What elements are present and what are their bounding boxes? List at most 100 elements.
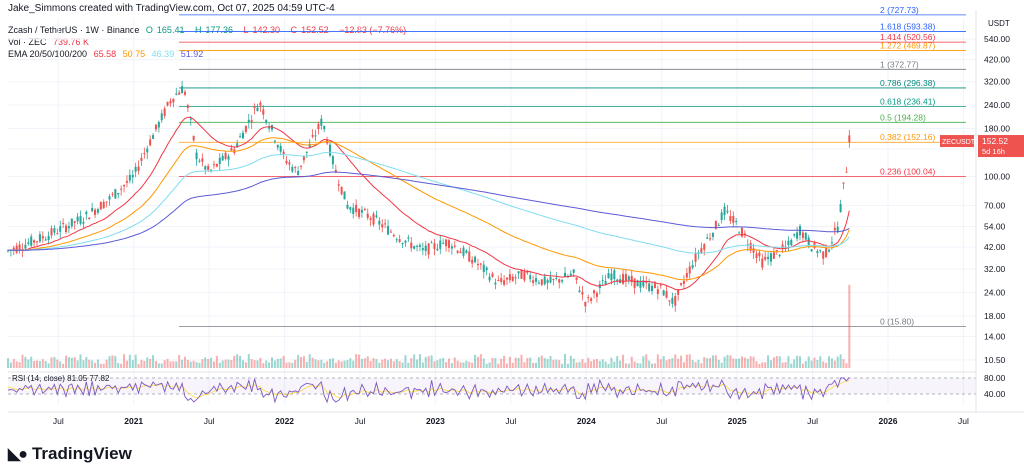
candle-body — [62, 223, 65, 225]
volume-label: Vol · ZEC — [8, 37, 47, 47]
volume-bar — [450, 363, 453, 368]
volume-bar — [9, 362, 12, 368]
volume-bar — [250, 359, 253, 368]
candle-body — [91, 208, 94, 212]
candle-body — [346, 204, 349, 209]
symbol-name[interactable]: Zcash / TetherUS · 1W · Binance — [8, 25, 140, 35]
candle-body — [201, 158, 204, 162]
candle-body — [250, 120, 253, 123]
last-price-tag — [978, 135, 1024, 158]
candle-body — [503, 280, 506, 285]
volume-bar — [337, 360, 340, 368]
candle-body — [230, 148, 233, 151]
candle-body — [819, 250, 822, 252]
candle-body — [236, 143, 239, 147]
candle-body — [12, 247, 15, 250]
candle-body — [439, 240, 442, 249]
price-tick-label: 70.00 — [984, 200, 1006, 210]
volume-bar — [157, 363, 160, 368]
candle-body — [244, 125, 247, 132]
volume-bar — [259, 357, 262, 368]
volume-bar — [848, 284, 851, 368]
candle-body — [703, 244, 706, 250]
candle-body — [497, 279, 500, 281]
candle-body — [143, 153, 146, 155]
time-tick-label: Jul — [505, 416, 516, 426]
rsi-line — [7, 377, 850, 404]
legend-volume-row: Vol · ZEC 739.76 K — [8, 37, 93, 47]
candle-body — [273, 140, 276, 142]
fib-label: 1.272 (469.87) — [880, 40, 935, 50]
volume-bar — [563, 354, 567, 368]
brand-name: TradingView — [31, 444, 132, 463]
volume-bar — [581, 359, 584, 368]
candle-body — [140, 157, 143, 161]
candle-body — [160, 113, 163, 121]
volume-bar — [99, 363, 102, 368]
candle-body — [157, 122, 160, 128]
volume-bar — [262, 363, 265, 368]
volume-bar — [340, 361, 343, 368]
volume-bar — [163, 360, 166, 368]
candle-body — [717, 224, 720, 226]
candle-body — [453, 245, 456, 247]
volume-bar — [24, 356, 27, 368]
candle-body — [767, 256, 770, 259]
volume-bar — [566, 363, 569, 368]
volume-bar — [224, 359, 227, 368]
volume-bar — [587, 357, 590, 368]
candle-body — [833, 227, 836, 231]
volume-bar — [445, 362, 448, 368]
last-symbol-tag — [940, 135, 974, 148]
fib-label: 0.786 (296.38) — [880, 78, 935, 88]
volume-bar — [192, 360, 195, 368]
volume-bar — [207, 358, 210, 368]
volume-bar — [181, 359, 184, 368]
volume-bar — [253, 360, 256, 368]
candle-body — [540, 279, 543, 285]
volume-bar — [308, 354, 311, 368]
volume-bar — [807, 356, 810, 368]
volume-bar — [221, 360, 224, 368]
candle-body — [685, 272, 688, 278]
candle-body — [590, 298, 593, 301]
candle-body — [15, 245, 18, 253]
volume-bar — [772, 357, 775, 368]
ohlc-close: C 152.52 — [290, 25, 329, 35]
candle-body — [593, 290, 596, 294]
volume-bar — [172, 361, 175, 368]
price-tick-label: 18.00 — [984, 311, 1006, 321]
ema100-value: 46.39 — [151, 49, 175, 59]
volume-bar — [291, 362, 294, 368]
candle-body — [47, 235, 50, 241]
volume-bar — [88, 359, 91, 368]
volume-bar — [15, 361, 18, 368]
candle-body — [384, 223, 387, 225]
volume-bar — [709, 357, 712, 368]
volume-bar — [169, 361, 172, 368]
volume-bar — [346, 360, 349, 368]
fib-label: 0 (15.80) — [880, 317, 914, 327]
candle-body — [720, 212, 723, 221]
candle-body — [183, 91, 186, 95]
candle-body — [517, 271, 520, 274]
candle-body — [35, 241, 39, 243]
candle-body — [125, 180, 128, 183]
candle-body — [601, 280, 604, 282]
volume-bar — [549, 356, 552, 368]
volume-bar — [65, 355, 68, 368]
candle-body — [210, 169, 213, 171]
volume-bar — [485, 363, 488, 368]
volume-bar — [682, 362, 685, 368]
candle-body — [595, 292, 598, 297]
candle-body — [482, 264, 485, 273]
volume-bar — [302, 356, 305, 368]
candle-body — [520, 269, 523, 279]
candle-body — [688, 266, 691, 274]
volume-bar — [120, 363, 123, 368]
candle-body — [337, 184, 340, 186]
candle-body — [807, 237, 810, 246]
volume-bar — [584, 362, 587, 368]
volume-bar — [33, 360, 36, 368]
